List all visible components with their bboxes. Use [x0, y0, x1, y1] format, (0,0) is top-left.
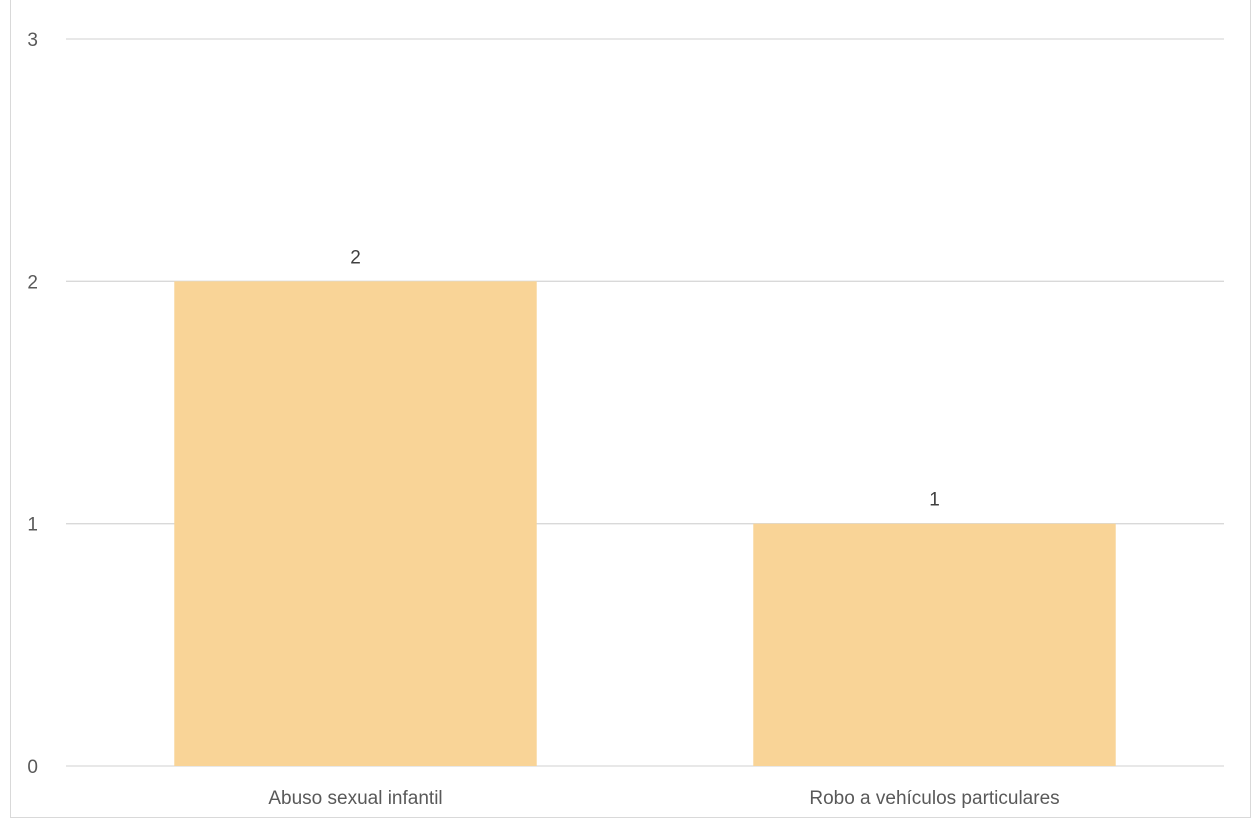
x-axis-labels: Abuso sexual infantil Robo a vehículos pa…	[268, 788, 1059, 809]
x-tick-label: Abuso sexual infantil	[268, 788, 442, 809]
data-labels: 21	[350, 247, 940, 510]
bars	[174, 281, 1116, 766]
data-label: 1	[929, 490, 940, 511]
y-tick-label: 0	[27, 757, 38, 778]
bar	[174, 281, 537, 766]
y-axis-ticks: 0 1 2 3	[27, 30, 38, 778]
chart-frame	[10, 0, 1251, 818]
y-tick-label: 2	[27, 272, 38, 293]
y-tick-label: 3	[27, 30, 38, 51]
x-tick-label: Robo a vehículos particulares	[809, 788, 1059, 809]
bar	[753, 523, 1116, 766]
y-tick-label: 1	[27, 515, 38, 536]
data-label: 2	[350, 247, 361, 268]
